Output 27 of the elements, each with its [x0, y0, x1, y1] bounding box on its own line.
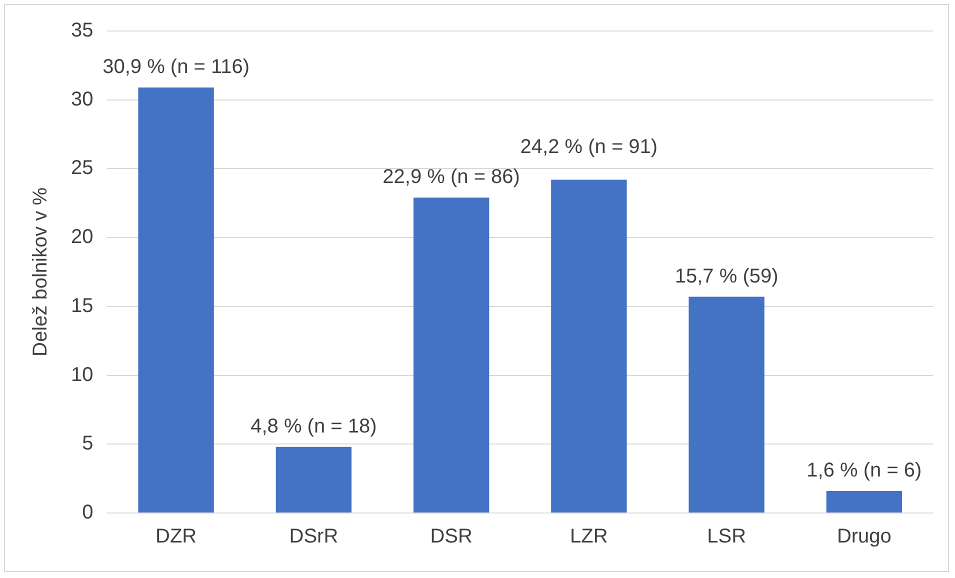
x-tick-label: DSrR	[289, 526, 338, 548]
y-tick-label: 5	[82, 432, 94, 455]
bar	[688, 296, 764, 512]
bar	[551, 180, 627, 512]
bar	[138, 87, 214, 512]
x-tick-label: DSR	[430, 526, 472, 548]
bar	[413, 198, 490, 512]
y-axis-title: Delež bolnikov v %	[30, 187, 52, 356]
data-label: 15,7 % (59)	[674, 265, 778, 288]
data-label: 24,2 % (n = 91)	[520, 136, 658, 158]
bar	[276, 446, 352, 512]
y-tick-label: 10	[70, 364, 94, 386]
x-tick-label: Drugo	[836, 526, 892, 548]
data-label: 1,6 % (n = 6)	[806, 459, 922, 482]
bar	[826, 490, 902, 512]
y-tick-label: 20	[70, 226, 94, 248]
x-tick-label: LZR	[570, 526, 608, 548]
data-label: 4,8 % (n = 18)	[250, 415, 377, 438]
y-tick-label: 0	[82, 502, 94, 524]
y-tick-label: 15	[70, 294, 94, 317]
x-tick-label: LSR	[707, 526, 746, 548]
data-label: 22,9 % (n = 86)	[382, 166, 520, 188]
y-tick-label: 35	[70, 20, 94, 42]
y-tick-label: 30	[70, 88, 94, 110]
x-tick-label: DZR	[156, 526, 197, 548]
data-label: 30,9 % (n = 116)	[102, 56, 250, 78]
y-tick-label: 25	[70, 157, 94, 180]
